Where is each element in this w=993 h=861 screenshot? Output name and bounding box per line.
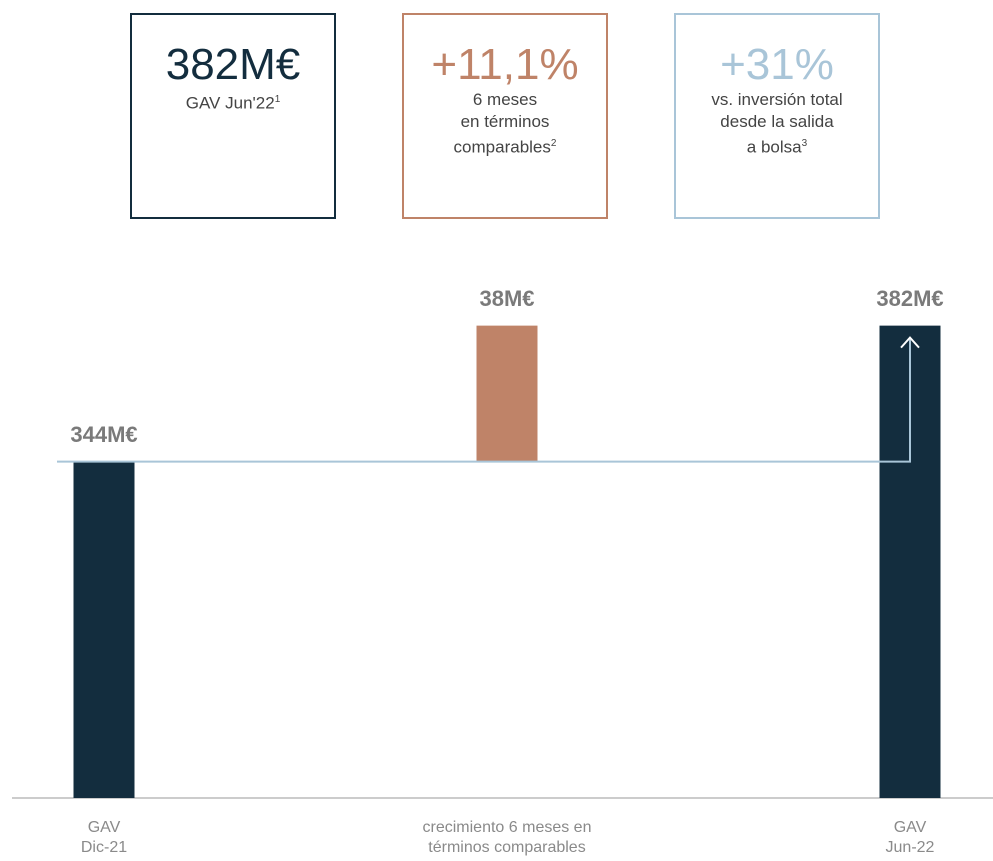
kpi-caption-text: GAV Jun'22 (185, 93, 275, 113)
value-label: 38M€ (479, 285, 535, 311)
connector (57, 337, 911, 463)
value-label: 382M€ (876, 285, 944, 311)
arrow-head (900, 336, 920, 349)
kpi-caption-text: vs. inversión total (711, 90, 843, 109)
kpi-caption-text: comparables (453, 137, 551, 157)
bar (476, 325, 538, 462)
kpi-caption-text: 6 meses (472, 90, 538, 109)
kpi-box: +31% vs. inversión total desde la salida a … (674, 13, 880, 219)
kpi-value: +31% (720, 40, 834, 89)
x-tick-label: GAV Jun-22 (885, 819, 935, 856)
kpi-value: 382M€ (165, 40, 301, 89)
kpi-box: 382M€ GAV Jun'221 (130, 13, 336, 219)
kpi-caption: en términos (404, 111, 606, 133)
kpi-caption: GAV Jun'221 (132, 89, 334, 115)
kpi-caption: a bolsa3 (676, 133, 878, 159)
x-tick-label: GAV Dic-21 (80, 819, 128, 856)
kpi-caption: desde la salida (676, 111, 878, 133)
kpi-caption: vs. inversión total (676, 89, 878, 111)
kpi-caption-text: a bolsa (746, 137, 802, 157)
kpi-value: +11,1% (431, 40, 579, 89)
bar (73, 461, 135, 798)
kpi-caption: comparables2 (404, 133, 606, 159)
kpi-caption-text: en términos (460, 112, 550, 131)
kpi-caption-text: desde la salida (720, 112, 834, 131)
kpi-caption: 6 meses (404, 89, 606, 111)
footnote-ref: 2 (550, 138, 557, 149)
kpi-box: +11,1% 6 meses en términos comparables2 (402, 13, 608, 219)
footnote-ref: 1 (274, 94, 281, 105)
value-label: 344M€ (70, 421, 138, 447)
x-tick-label: crecimiento 6 meses en términos comparab… (422, 819, 592, 856)
footnote-ref: 3 (801, 138, 808, 149)
